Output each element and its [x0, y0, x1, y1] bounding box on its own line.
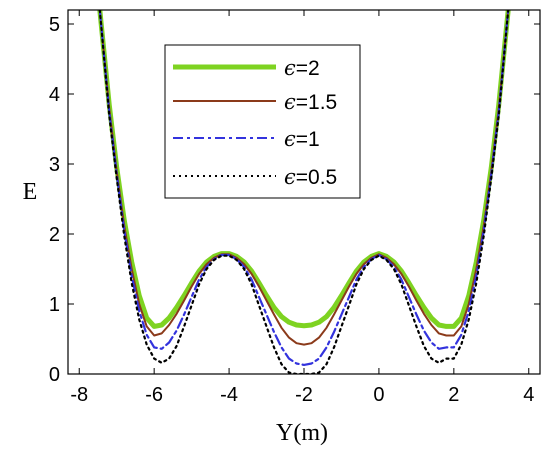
series-layer [97, 10, 511, 374]
y-tick-label: 5 [49, 14, 60, 36]
y-tick-label: 1 [49, 294, 60, 316]
y-tick-label: 4 [49, 84, 60, 106]
x-tick-label: 0 [373, 384, 384, 406]
series-eps-0-5 [98, 10, 510, 374]
legend-label-eps-2: ϵ=2 [284, 56, 320, 80]
x-tick-label: -8 [70, 384, 88, 406]
x-tick-label: -2 [295, 384, 313, 406]
y-tick-label: 0 [49, 364, 60, 386]
x-axis-title: Y(m) [276, 420, 328, 446]
series-eps-1-5 [98, 10, 510, 346]
x-tick-label: -4 [220, 384, 238, 406]
legend-box [164, 44, 361, 199]
x-tick-label: 2 [448, 384, 459, 406]
series-eps-1 [98, 10, 510, 366]
x-tick-label: -6 [145, 384, 163, 406]
legend-label-eps-0-5: ϵ=0.5 [284, 165, 337, 189]
legend: ϵ=2 ϵ=1.5 ϵ=1 ϵ=0.5 [164, 44, 361, 199]
ticks-layer: -8 -6 -4 -2 0 2 4 0 1 2 3 4 5 [49, 10, 540, 406]
y-axis-title: E [23, 179, 38, 205]
x-tick-label: 4 [523, 384, 534, 406]
legend-label-eps-1: ϵ=1 [284, 127, 320, 151]
y-tick-label: 3 [49, 154, 60, 176]
legend-label-eps-1-5: ϵ=1.5 [284, 90, 337, 114]
y-tick-label: 2 [49, 224, 60, 246]
series-eps-2 [97, 10, 511, 329]
